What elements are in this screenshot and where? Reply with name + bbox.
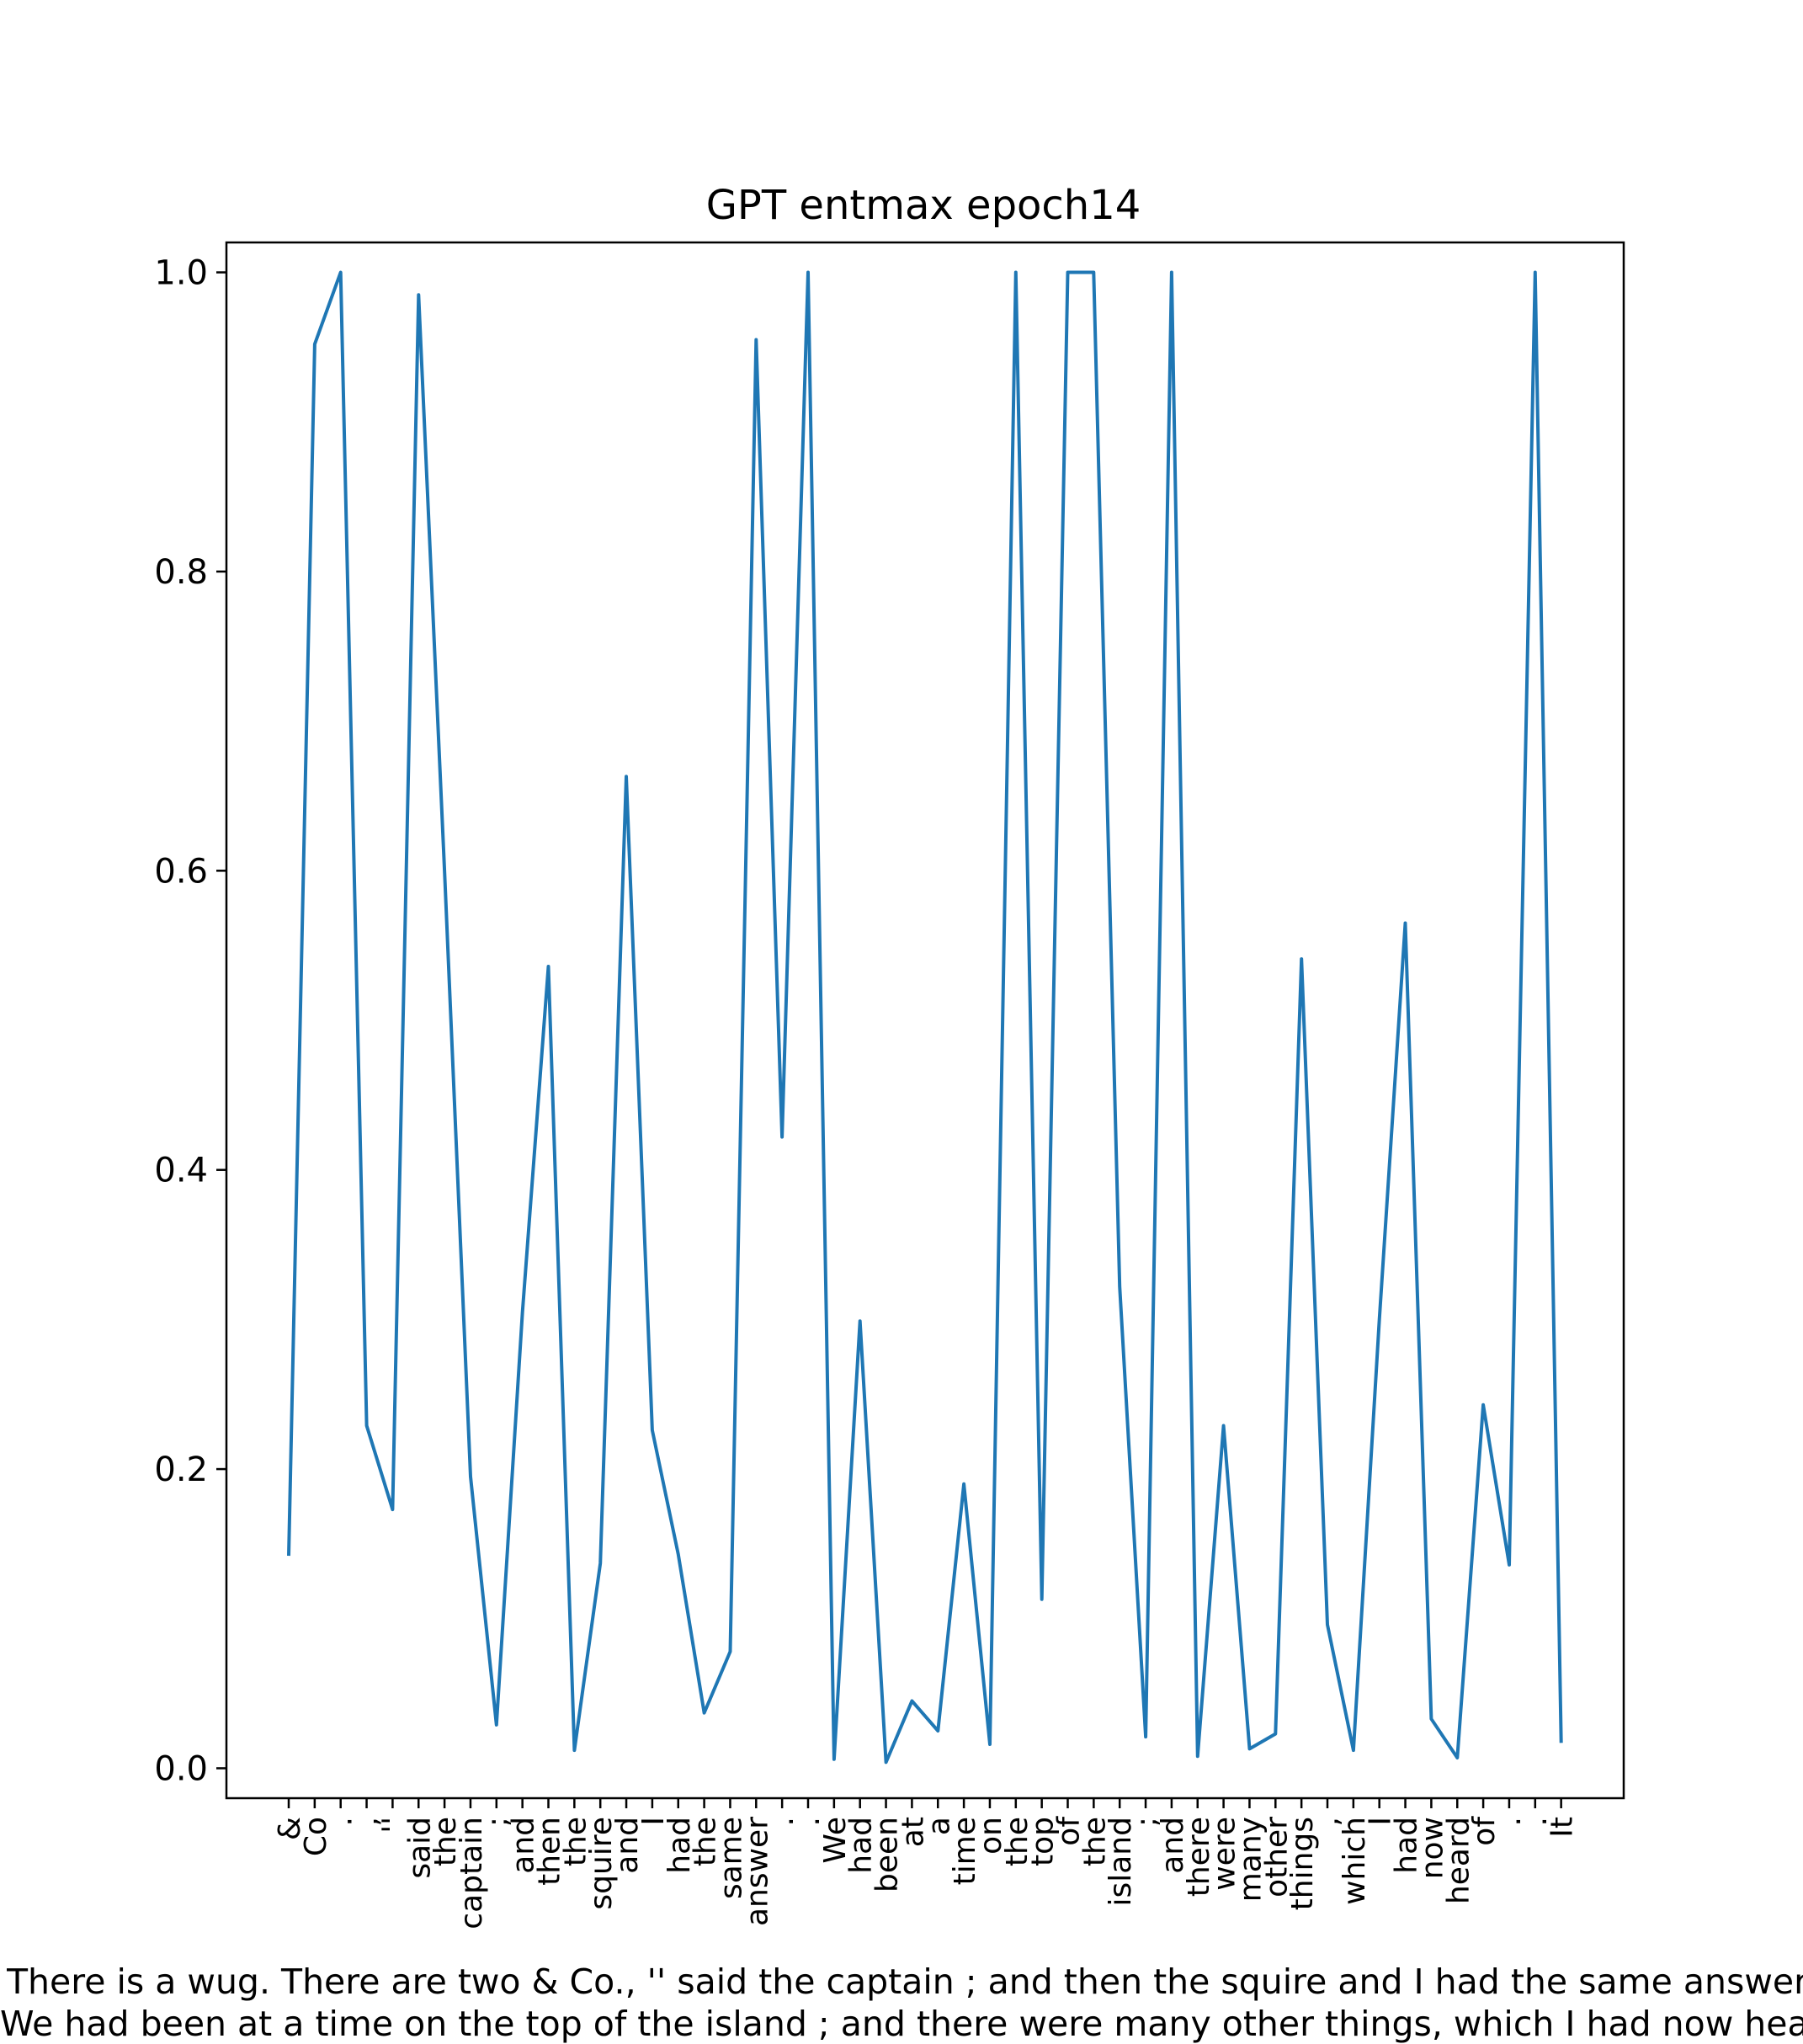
x-tick-label: '': [376, 1817, 411, 1834]
x-tick-label: I: [636, 1817, 671, 1826]
y-tick-label: 0.8: [154, 553, 208, 592]
x-tick-label: .: [792, 1817, 827, 1826]
x-tick-label: ,: [351, 1817, 386, 1826]
series-line: [287, 270, 1563, 1765]
x-tick-label: It: [1545, 1817, 1580, 1838]
y-axis: 0.0 0.2 0.4 0.6 0.8 1.0: [154, 254, 226, 1788]
x-tick-label: same: [714, 1817, 748, 1899]
x-tick-label: heard: [1441, 1817, 1476, 1904]
x-tick-label: Co: [299, 1817, 333, 1856]
x-tick-label: island: [1104, 1817, 1138, 1907]
x-tick-label: .: [1519, 1817, 1554, 1826]
y-tick-label: 1.0: [154, 254, 208, 293]
x-tick-label: of: [1052, 1816, 1087, 1846]
x-tick-label: been: [870, 1817, 905, 1892]
x-tick-label: squire: [584, 1817, 619, 1910]
x-tick-label: a: [922, 1817, 956, 1835]
x-tick-label: things: [1285, 1817, 1320, 1910]
x-tick-label: the: [558, 1817, 593, 1866]
x-tick-label: of: [1467, 1816, 1502, 1846]
x-tick-label: and: [610, 1817, 645, 1874]
x-tick-label: had: [844, 1817, 879, 1874]
plot-frame: [225, 241, 1625, 1800]
x-tick-label: at: [896, 1817, 930, 1847]
x-tick-label: We: [818, 1817, 853, 1864]
x-tick-label: many: [1233, 1817, 1268, 1902]
y-tick-label: 0.6: [154, 852, 208, 891]
x-tick-label: and: [507, 1817, 541, 1874]
caption-line-1: There is a wug. There are two & Co., '' …: [7, 1961, 1803, 2002]
x-tick-label: ,: [1311, 1817, 1346, 1826]
x-tick-label: ;: [1130, 1817, 1164, 1827]
x-tick-label: captain: [455, 1817, 489, 1930]
x-tick-label: said: [402, 1817, 437, 1879]
x-tick-label: other: [1259, 1817, 1294, 1898]
x-tick-label: .: [766, 1817, 800, 1826]
x-tick-label: which: [1338, 1817, 1372, 1905]
x-tick-label: ;: [481, 1817, 515, 1827]
x-axis: &Co.,''saidthecaptain;andthenthesquirean…: [273, 1798, 1580, 1930]
x-tick-label: the: [1000, 1817, 1034, 1866]
y-tick-label: 0.4: [154, 1152, 208, 1190]
x-tick-label: .: [1493, 1817, 1528, 1826]
x-tick-label: on: [974, 1817, 1008, 1855]
x-tick-label: top: [1026, 1817, 1061, 1866]
chart-title: GPT entmax epoch14: [706, 182, 1141, 229]
x-tick-label: were: [1208, 1817, 1242, 1891]
caption-line-2: We had been at a time on the top of the …: [0, 2004, 1803, 2044]
x-tick-label: answer: [740, 1817, 774, 1926]
x-tick-label: time: [948, 1817, 982, 1885]
x-tick-label: now: [1415, 1817, 1449, 1879]
x-tick-label: had: [662, 1817, 697, 1874]
x-tick-label: .: [325, 1817, 359, 1826]
x-tick-label: the: [428, 1817, 463, 1866]
x-tick-label: the: [1077, 1817, 1112, 1866]
x-tick-label: had: [1390, 1817, 1424, 1874]
x-tick-label: the: [689, 1817, 723, 1866]
x-tick-label: and: [1156, 1817, 1190, 1874]
y-tick-label: 0.0: [154, 1749, 208, 1788]
x-tick-label: then: [533, 1817, 567, 1886]
y-tick-label: 0.2: [154, 1450, 208, 1489]
x-tick-label: there: [1182, 1817, 1216, 1897]
x-tick-label: &: [273, 1817, 307, 1840]
x-tick-label: I: [1364, 1817, 1398, 1826]
